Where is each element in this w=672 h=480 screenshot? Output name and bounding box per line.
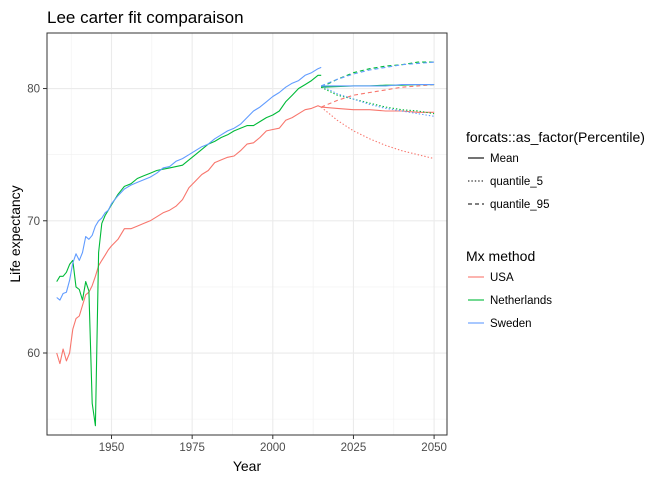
plot-background [46,32,448,436]
y-tick-label: 70 [27,216,40,228]
legend-title: forcats::as_factor(Percentile) [466,129,645,145]
gridlines [47,33,447,435]
y-tick-label: 60 [27,348,40,360]
legend-label: quantile_95 [490,199,549,211]
x-tick-label: 2050 [421,442,447,454]
legend-label: Netherlands [490,295,552,307]
series-line-usa-quantile_95 [320,84,435,108]
series-line-usa-quantile_5 [320,106,435,160]
x-tick-label: 2025 [341,442,367,454]
y-axis-title: Life expectancy [7,185,23,282]
x-axis-title: Year [233,458,262,474]
series-line-netherlands-quantile_5 [320,86,435,115]
plot-panel [46,32,448,436]
series-line-sweden-mean [56,66,322,301]
x-axis: 1950 1975 2000 2025 2050 [99,435,447,454]
y-tick-label: 80 [27,84,40,96]
x-tick-label: 1950 [99,442,125,454]
x-tick-label: 2000 [260,442,286,454]
legend-label: Mean [490,153,519,165]
series-lines [56,61,435,427]
legends: forcats::as_factor(Percentile)Meanquanti… [466,129,645,330]
legend-label: quantile_5 [490,176,543,188]
legend-label: Sweden [490,318,532,330]
plot-border [46,32,448,436]
series-line-usa-mean [56,105,322,365]
chart-title: Lee carter fit comparaison [47,8,244,27]
y-axis: 60 70 80 [27,84,47,360]
series-line-sweden-mean [321,84,435,87]
series-line-usa-mean [321,106,435,113]
series-line-sweden-quantile_5 [320,85,435,117]
legend-label: USA [490,272,514,284]
series-line-sweden-quantile_95 [320,61,435,87]
series-line-netherlands-mean [56,74,322,427]
legend-title: Mx method [466,248,535,264]
series-line-netherlands-quantile_95 [320,61,435,88]
x-tick-label: 1975 [179,442,205,454]
